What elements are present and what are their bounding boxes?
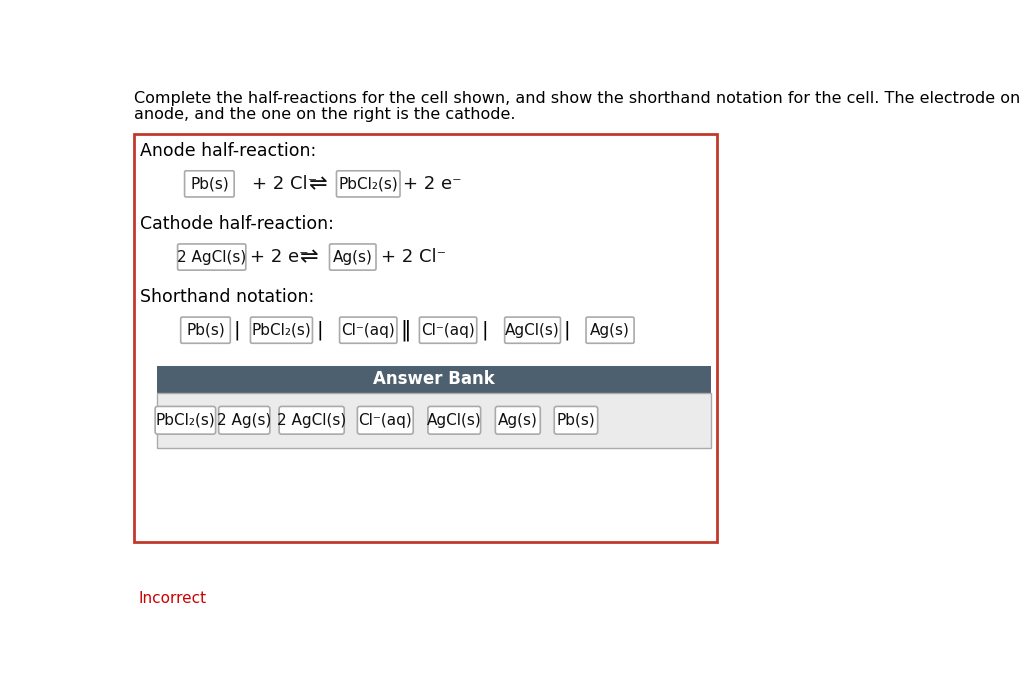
Bar — [158, 367, 711, 392]
FancyBboxPatch shape — [177, 244, 246, 270]
FancyBboxPatch shape — [330, 244, 376, 270]
Bar — [134, 134, 717, 542]
FancyBboxPatch shape — [280, 407, 344, 434]
FancyBboxPatch shape — [586, 317, 634, 344]
Text: + 2 Cl⁻: + 2 Cl⁻ — [381, 248, 445, 266]
Text: |: | — [316, 320, 324, 340]
FancyBboxPatch shape — [155, 407, 216, 434]
Text: PbCl₂(s): PbCl₂(s) — [156, 413, 215, 428]
FancyBboxPatch shape — [505, 317, 560, 344]
Text: ‖: ‖ — [400, 319, 411, 341]
FancyBboxPatch shape — [420, 317, 477, 344]
Text: Answer Bank: Answer Bank — [374, 371, 495, 388]
Text: Ag(s): Ag(s) — [590, 323, 630, 337]
Text: |: | — [481, 320, 487, 340]
Text: 2 Ag(s): 2 Ag(s) — [217, 413, 271, 428]
FancyBboxPatch shape — [219, 407, 270, 434]
FancyBboxPatch shape — [251, 317, 312, 344]
FancyBboxPatch shape — [337, 171, 400, 197]
Text: AgCl(s): AgCl(s) — [505, 323, 560, 337]
FancyBboxPatch shape — [554, 407, 598, 434]
Text: Cl⁻(aq): Cl⁻(aq) — [421, 323, 475, 337]
Text: Incorrect: Incorrect — [139, 591, 207, 606]
Text: + 2 e⁻: + 2 e⁻ — [250, 248, 308, 266]
Text: anode, and the one on the right is the cathode.: anode, and the one on the right is the c… — [134, 107, 516, 122]
Text: Cl⁻(aq): Cl⁻(aq) — [358, 413, 413, 428]
Text: AgCl(s): AgCl(s) — [427, 413, 481, 428]
Text: Anode half-reaction:: Anode half-reaction: — [139, 141, 315, 160]
Text: Pb(s): Pb(s) — [186, 323, 225, 337]
Text: Cl⁻(aq): Cl⁻(aq) — [341, 323, 395, 337]
Text: Ag(s): Ag(s) — [498, 413, 538, 428]
Text: Cathode half-reaction:: Cathode half-reaction: — [139, 215, 334, 233]
FancyBboxPatch shape — [357, 407, 414, 434]
Text: Ag(s): Ag(s) — [333, 250, 373, 265]
Text: + 2 Cl⁻: + 2 Cl⁻ — [252, 175, 317, 193]
Text: ⇌: ⇌ — [308, 174, 328, 194]
Text: Pb(s): Pb(s) — [557, 413, 595, 428]
Text: 2 AgCl(s): 2 AgCl(s) — [278, 413, 346, 428]
FancyBboxPatch shape — [496, 407, 541, 434]
FancyBboxPatch shape — [180, 317, 230, 344]
Bar — [158, 392, 711, 448]
Text: PbCl₂(s): PbCl₂(s) — [338, 177, 398, 191]
Text: PbCl₂(s): PbCl₂(s) — [252, 323, 311, 337]
Text: |: | — [563, 320, 570, 340]
Text: Complete the half-reactions for the cell shown, and show the shorthand notation : Complete the half-reactions for the cell… — [134, 91, 1024, 106]
FancyBboxPatch shape — [184, 171, 234, 197]
Text: 2 AgCl(s): 2 AgCl(s) — [177, 250, 247, 265]
Text: Shorthand notation:: Shorthand notation: — [139, 288, 314, 306]
Text: + 2 e⁻: + 2 e⁻ — [403, 175, 462, 193]
FancyBboxPatch shape — [340, 317, 397, 344]
Text: Pb(s): Pb(s) — [190, 177, 228, 191]
FancyBboxPatch shape — [428, 407, 480, 434]
Text: ⇌: ⇌ — [300, 247, 318, 267]
Text: |: | — [233, 320, 240, 340]
